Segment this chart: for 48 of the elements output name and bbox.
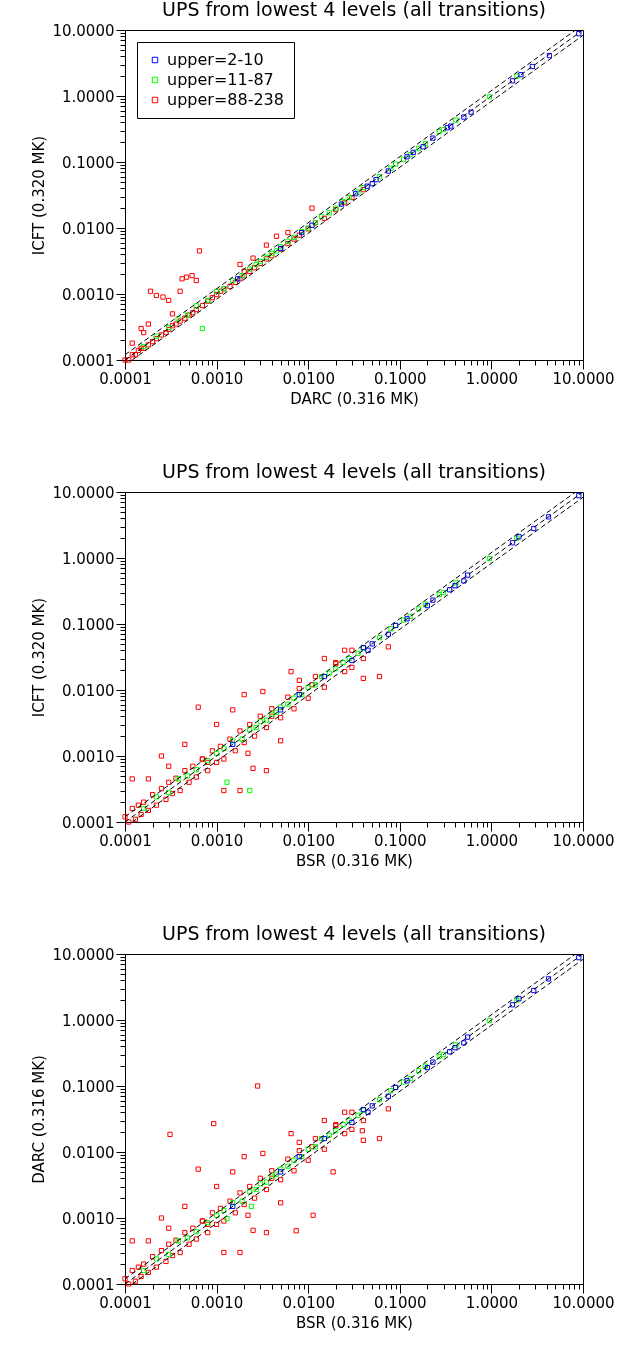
x-axis-title: BSR (0.316 MK) [296,1313,413,1332]
y-tick-label: 10.0000 [52,945,115,964]
y-tick-label: 0.0010 [62,1209,115,1228]
x-tick-label: 0.1000 [374,369,427,388]
chart-title: UPS from lowest 4 levels (all transitions) [162,460,546,482]
y-tick-label: 0.0100 [62,1143,115,1162]
x-tick-label: 10.0000 [552,831,615,850]
y-tick-label: 1.0000 [62,87,115,106]
y-tick-label: 10.0000 [52,21,115,40]
y-tick-label: 1.0000 [62,549,115,568]
y-tick-label: 10.0000 [52,483,115,502]
x-tick-label: 10.0000 [552,369,615,388]
y-tick-label: 0.1000 [62,1077,115,1096]
y-tick-label: 0.0010 [62,285,115,304]
y-tick-label: 1.0000 [62,1011,115,1030]
y-tick-label: 0.0100 [62,219,115,238]
y-tick-label: 0.0001 [62,1275,115,1294]
chart-title: UPS from lowest 4 levels (all transitions) [162,0,546,20]
x-tick-label: 0.0100 [282,369,335,388]
x-tick-label: 1.0000 [465,1293,519,1312]
y-tick-label: 0.0001 [62,813,115,832]
x-tick-label: 1.0000 [465,831,519,850]
y-axis-title: DARC (0.316 MK) [30,1055,49,1184]
x-tick-label: 0.0001 [99,1293,152,1312]
y-tick-label: 0.0010 [62,747,115,766]
legend-label: upper=11-87 [167,70,274,89]
legend-label: upper=2-10 [167,50,264,69]
x-tick-label: 0.0001 [99,369,152,388]
y-tick-label: 0.0100 [62,681,115,700]
x-tick-label: 0.0010 [190,369,244,388]
x-tick-label: 0.1000 [374,831,427,850]
x-tick-label: 0.0010 [190,831,244,850]
y-axis-title: ICFT (0.320 MK) [30,135,49,256]
y-tick-label: 0.1000 [62,153,115,172]
x-tick-label: 0.0100 [282,831,335,850]
y-tick-label: 0.1000 [62,615,115,634]
x-tick-label: 0.1000 [374,1293,427,1312]
x-tick-label: 1.0000 [465,369,519,388]
x-tick-label: 0.0001 [99,831,152,850]
y-axis-title: ICFT (0.320 MK) [30,597,49,718]
x-tick-label: 0.0010 [190,1293,244,1312]
x-axis-title: DARC (0.316 MK) [290,389,419,408]
y-tick-label: 0.0001 [62,351,115,370]
x-tick-label: 10.0000 [552,1293,615,1312]
chart-title: UPS from lowest 4 levels (all transitions) [162,922,546,944]
x-tick-label: 0.0100 [282,1293,335,1312]
x-axis-title: BSR (0.316 MK) [296,851,413,870]
legend-label: upper=88-238 [167,90,284,109]
